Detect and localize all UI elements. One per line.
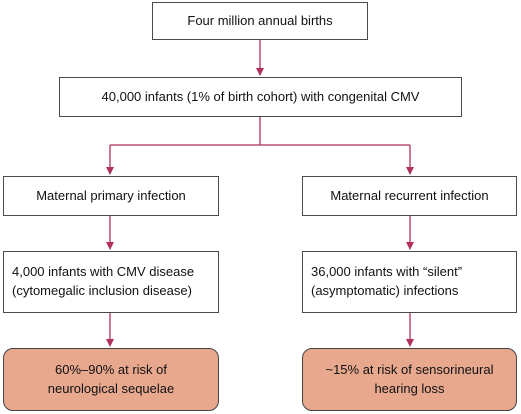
node-annual-births-text: Four million annual births [187,12,333,28]
node-maternal-recurrent: Maternal recurrent infection [302,176,517,216]
node-cmv-disease: 4,000 infants with CMV disease (cytomega… [3,251,219,313]
node-hearing-risk-line1: ~15% at risk of sensorineural [325,361,494,377]
node-hearing-risk: ~15% at risk of sensorineural hearing lo… [302,348,517,411]
node-hearing-risk-line2: hearing loss [374,380,445,396]
node-maternal-primary-text: Maternal primary infection [36,187,186,203]
node-congenital-cmv-text: 40,000 infants (1% of birth cohort) with… [101,88,420,104]
node-maternal-primary: Maternal primary infection [3,176,219,216]
node-maternal-recurrent-text: Maternal recurrent infection [330,187,489,203]
node-neurological-risk: 60%–90% at risk of neurological sequelae [3,348,219,411]
node-cmv-disease-line1: 4,000 infants with CMV disease [12,264,195,280]
node-silent-infections: 36,000 infants with “silent” (asymptomat… [302,251,517,313]
node-silent-infections-line2: (asymptomatic) infections [311,283,459,298]
node-neurological-risk-line2: neurological sequelae [47,380,175,396]
node-congenital-cmv: 40,000 infants (1% of birth cohort) with… [59,77,462,117]
node-neurological-risk-line1: 60%–90% at risk of [54,361,167,377]
node-silent-infections-line1: 36,000 infants with “silent” [311,264,463,280]
node-cmv-disease-line2: (cytomegalic inclusion disease) [12,283,192,298]
node-annual-births: Four million annual births [152,2,368,40]
